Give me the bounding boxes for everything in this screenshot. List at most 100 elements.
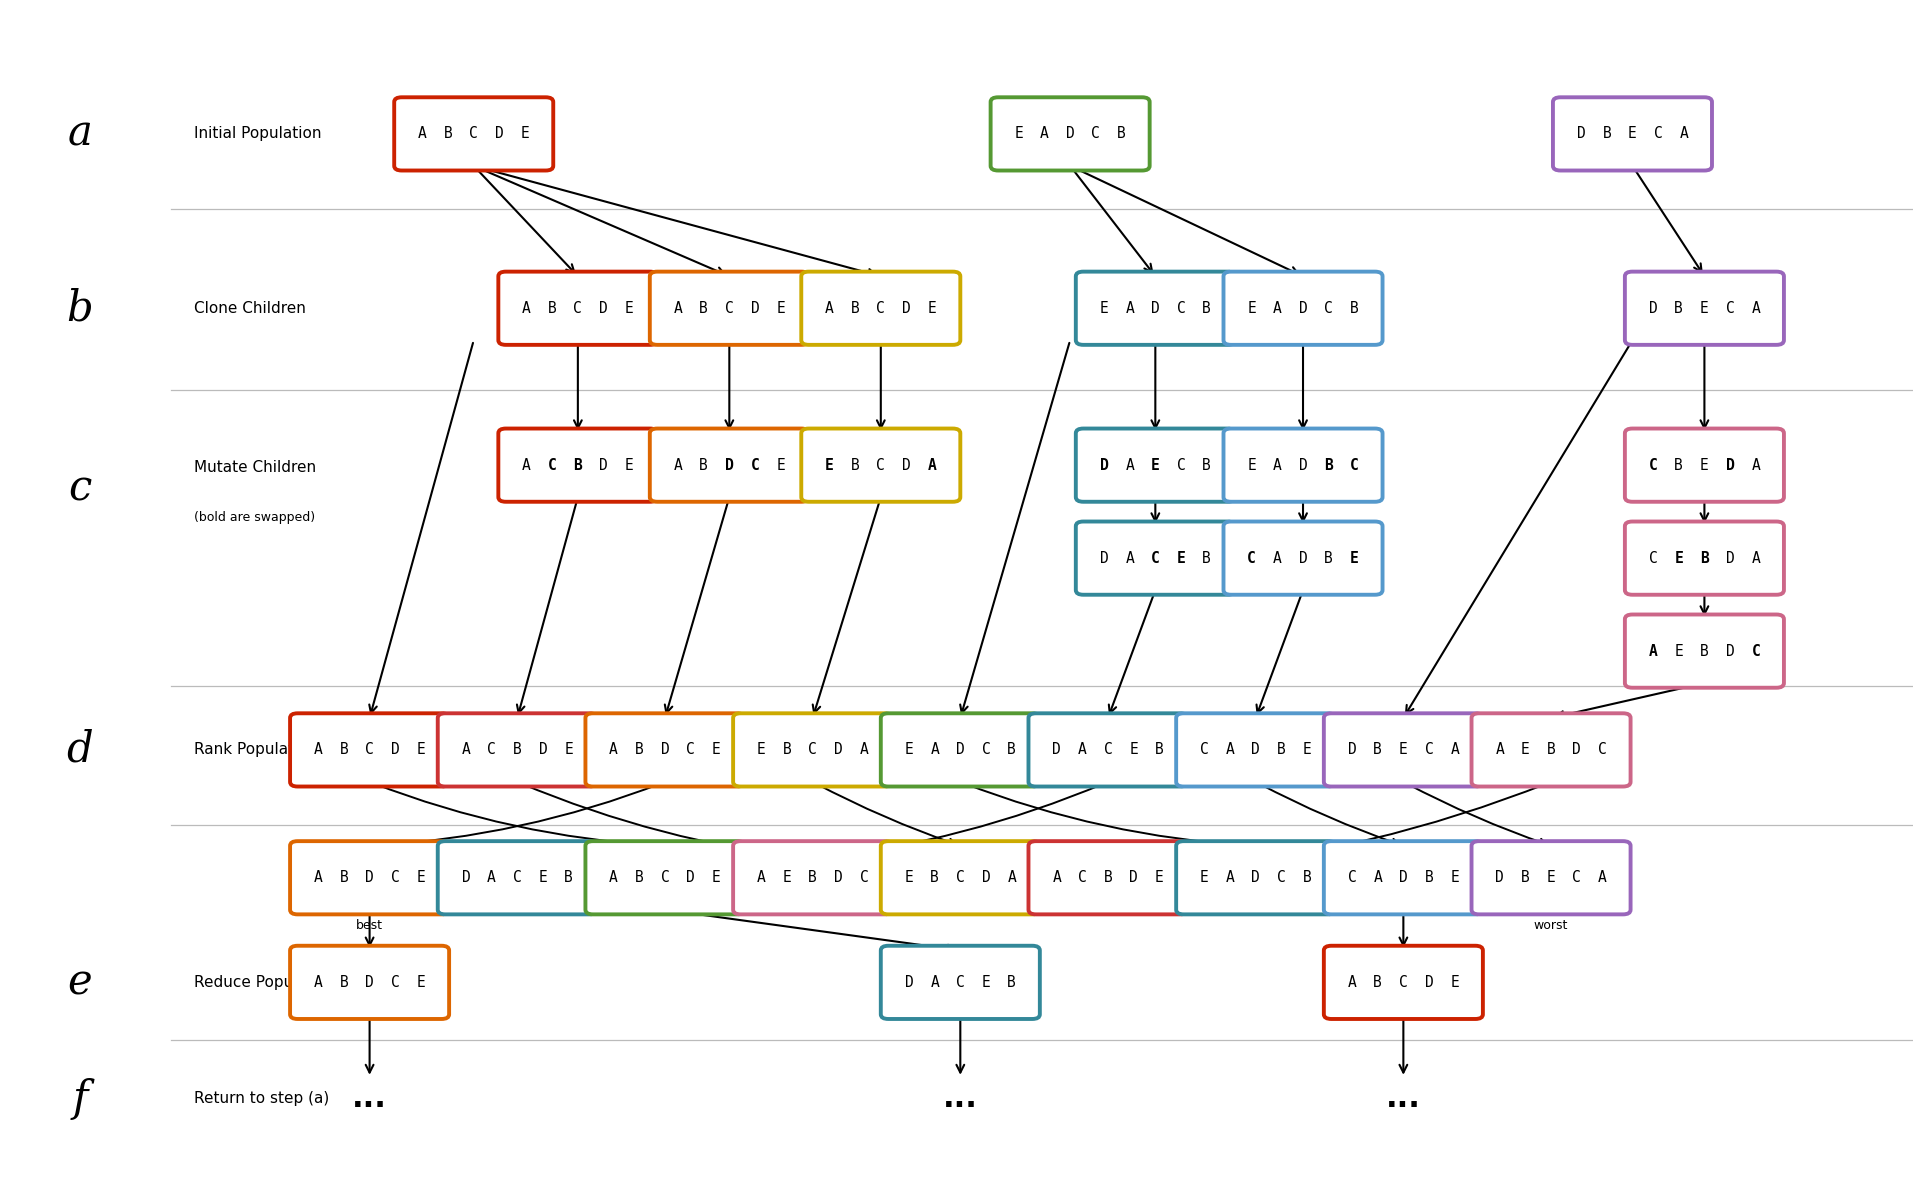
Text: B: B <box>1675 458 1683 473</box>
Text: D: D <box>1252 871 1260 885</box>
Text: D: D <box>365 975 375 990</box>
Text: C: C <box>752 458 759 473</box>
FancyBboxPatch shape <box>1076 272 1235 345</box>
Text: C: C <box>1103 742 1113 758</box>
Text: D: D <box>686 871 696 885</box>
Text: B: B <box>782 742 792 758</box>
Text: C: C <box>1648 550 1658 566</box>
Text: A: A <box>522 458 531 473</box>
Text: B: B <box>1202 301 1211 315</box>
Text: Rank Population: Rank Population <box>193 742 317 758</box>
Text: B: B <box>1007 975 1016 990</box>
Text: B: B <box>1302 871 1312 885</box>
Text: A: A <box>1124 458 1134 473</box>
Text: A: A <box>462 742 469 758</box>
Text: C: C <box>877 458 885 473</box>
Text: A: A <box>1752 550 1760 566</box>
Text: D: D <box>539 742 547 758</box>
Text: D: D <box>599 301 609 315</box>
Text: D: D <box>1151 301 1159 315</box>
Text: C: C <box>1177 458 1186 473</box>
Text: A: A <box>1225 742 1235 758</box>
FancyBboxPatch shape <box>1028 713 1188 786</box>
Text: E: E <box>1675 550 1683 566</box>
Text: A: A <box>1648 644 1658 658</box>
FancyBboxPatch shape <box>881 945 1039 1019</box>
Text: C: C <box>469 127 477 141</box>
FancyBboxPatch shape <box>1625 428 1783 502</box>
Text: A: A <box>929 975 939 990</box>
FancyBboxPatch shape <box>732 841 893 914</box>
Text: Initial Population: Initial Population <box>193 127 321 141</box>
Text: E: E <box>522 127 529 141</box>
Text: Reduce Population: Reduce Population <box>193 975 336 990</box>
Text: A: A <box>1078 742 1086 758</box>
Text: (bold are swapped): (bold are swapped) <box>193 511 315 524</box>
Text: C: C <box>1598 742 1607 758</box>
Text: best: best <box>355 919 383 932</box>
Text: f: f <box>71 1078 87 1120</box>
Text: A: A <box>313 975 323 990</box>
Text: B: B <box>1374 975 1381 990</box>
Text: E: E <box>1629 127 1636 141</box>
Text: A: A <box>1225 871 1235 885</box>
FancyBboxPatch shape <box>1177 841 1335 914</box>
Text: C: C <box>1200 742 1209 758</box>
Text: C: C <box>1092 127 1099 141</box>
FancyBboxPatch shape <box>290 841 448 914</box>
Text: E: E <box>624 458 634 473</box>
Text: E: E <box>1130 742 1138 758</box>
Text: C: C <box>365 742 375 758</box>
Text: E: E <box>1099 301 1109 315</box>
Text: A: A <box>1349 975 1356 990</box>
Text: Mutate Children: Mutate Children <box>193 460 315 474</box>
Text: B: B <box>1520 871 1530 885</box>
Text: B: B <box>1675 301 1683 315</box>
Text: B: B <box>1700 550 1708 566</box>
FancyBboxPatch shape <box>439 841 597 914</box>
Text: D: D <box>1495 871 1503 885</box>
Text: B: B <box>340 742 348 758</box>
Text: B: B <box>574 458 582 473</box>
Text: C: C <box>1654 127 1663 141</box>
FancyBboxPatch shape <box>290 945 448 1019</box>
Text: B: B <box>1007 742 1016 758</box>
Text: C: C <box>956 871 964 885</box>
FancyBboxPatch shape <box>1472 841 1631 914</box>
Text: E: E <box>904 871 914 885</box>
Text: E: E <box>757 742 765 758</box>
Text: E: E <box>981 975 991 990</box>
FancyBboxPatch shape <box>1553 97 1712 171</box>
Text: D: D <box>1252 742 1260 758</box>
Text: D: D <box>1725 550 1735 566</box>
Text: A: A <box>1053 871 1061 885</box>
Text: B: B <box>1277 742 1287 758</box>
Text: D: D <box>1648 301 1658 315</box>
Text: E: E <box>777 458 784 473</box>
FancyBboxPatch shape <box>1177 713 1335 786</box>
Text: D: D <box>1349 742 1356 758</box>
Text: C: C <box>1648 458 1658 473</box>
Text: D: D <box>835 871 842 885</box>
Text: E: E <box>417 871 425 885</box>
Text: E: E <box>1700 301 1708 315</box>
Text: C: C <box>860 871 867 885</box>
Text: D: D <box>495 127 504 141</box>
Text: E: E <box>417 742 425 758</box>
Text: A: A <box>609 742 618 758</box>
Text: E: E <box>1451 871 1459 885</box>
Text: E: E <box>1155 871 1163 885</box>
Text: B: B <box>850 458 860 473</box>
FancyBboxPatch shape <box>1472 713 1631 786</box>
Text: A: A <box>1374 871 1381 885</box>
FancyBboxPatch shape <box>1223 272 1383 345</box>
FancyBboxPatch shape <box>1028 841 1188 914</box>
Text: B: B <box>564 871 574 885</box>
FancyBboxPatch shape <box>881 713 1039 786</box>
Text: D: D <box>1399 871 1408 885</box>
FancyBboxPatch shape <box>1625 522 1783 594</box>
Text: B: B <box>1117 127 1126 141</box>
Text: D: D <box>904 975 914 990</box>
Text: c: c <box>68 467 91 510</box>
Text: E: E <box>539 871 547 885</box>
